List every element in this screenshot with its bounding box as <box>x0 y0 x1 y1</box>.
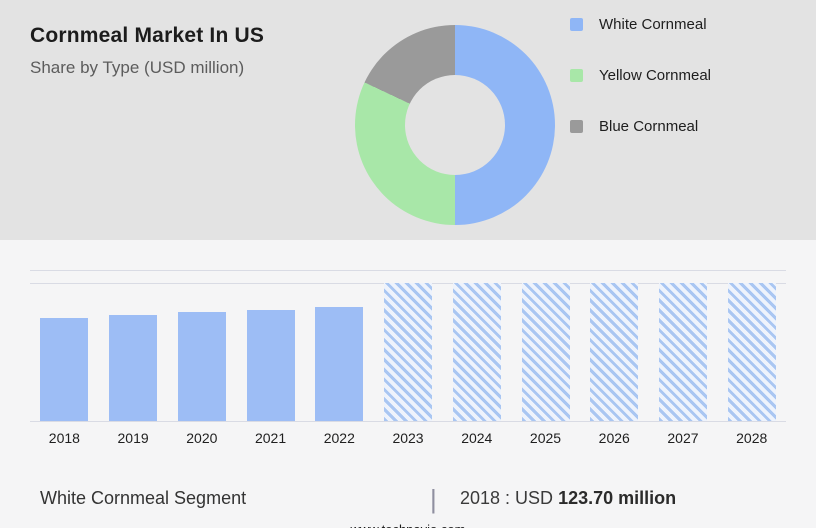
donut-section: Cornmeal Market In US Share by Type (USD… <box>0 0 816 240</box>
bar-cell <box>167 283 236 421</box>
bar <box>315 306 364 421</box>
legend-label: Blue Cornmeal <box>599 118 699 135</box>
x-axis-label: 2024 <box>461 430 493 446</box>
donut-chart-wrap <box>355 25 555 225</box>
bar-cell <box>442 283 511 421</box>
x-axis-label: 2020 <box>186 430 218 446</box>
page-subtitle: Share by Type (USD million) <box>30 58 245 77</box>
bar-forecast <box>658 283 707 421</box>
bar-forecast <box>590 283 639 421</box>
website-text: www.technavio.com <box>0 522 816 528</box>
bar-cell <box>305 283 374 421</box>
bar-cell <box>511 283 580 421</box>
x-axis-label: 2027 <box>667 430 699 446</box>
gridline <box>30 270 786 271</box>
footer-value: 2018 : USD 123.70 million <box>460 488 676 509</box>
x-axis-label: 2022 <box>323 430 355 446</box>
x-axis-label: 2025 <box>529 430 562 446</box>
legend-swatch-blue-cornmeal <box>570 120 583 133</box>
legend-label: Yellow Cornmeal <box>599 67 712 84</box>
bar-cell <box>99 283 168 421</box>
legend-label: White Cornmeal <box>599 16 707 33</box>
bar-cell <box>717 283 786 421</box>
bar <box>109 314 158 421</box>
bar-forecast <box>521 283 570 421</box>
header: Cornmeal Market In US Share by Type (USD… <box>30 24 264 78</box>
x-axis-label: 2023 <box>392 430 424 446</box>
x-axis-label: 2018 <box>48 430 80 446</box>
bar-chart-plot <box>30 283 786 422</box>
footer-value-bold: 123.70 million <box>558 488 677 508</box>
bar-forecast <box>452 283 501 421</box>
page-title: Cornmeal Market In US <box>30 24 265 47</box>
footer-value-prefix: 2018 : USD <box>460 488 554 508</box>
bar <box>246 309 295 421</box>
bar <box>177 311 226 421</box>
legend-item: Yellow Cornmeal <box>570 67 711 84</box>
footer-segment-label: White Cornmeal Segment <box>40 488 247 508</box>
bar <box>40 317 89 421</box>
legend-swatch-white-cornmeal <box>570 18 583 31</box>
x-axis-label: 2019 <box>117 430 149 446</box>
bar-cell <box>374 283 443 421</box>
x-axis-label: 2021 <box>254 430 287 446</box>
x-axis-labels: 2018 2019 2020 2021 2022 2023 2024 2025 2026 2027… <box>30 430 786 446</box>
legend-item: Blue Cornmeal <box>570 118 711 135</box>
legend-item: White Cornmeal <box>570 16 711 33</box>
x-axis-label: 2028 <box>736 430 768 446</box>
bar-chart-section: 2018 2019 2020 2021 2022 2023 2024 2025 2026 2027… <box>0 240 816 528</box>
bar-cell <box>30 283 99 421</box>
donut-hole <box>405 75 505 175</box>
bar-forecast <box>384 283 433 421</box>
bar-cell <box>649 283 718 421</box>
legend: White Cornmeal Yellow Cornmeal Blue Corn… <box>570 16 711 135</box>
bar-cell <box>580 283 649 421</box>
footer: White Cornmeal Segment | 2018 : USD 123.… <box>0 484 816 518</box>
footer-separator: | <box>430 484 437 514</box>
bar-forecast <box>727 283 776 421</box>
x-axis-label: 2026 <box>598 430 630 446</box>
legend-swatch-yellow-cornmeal <box>570 69 583 82</box>
bar-cell <box>236 283 305 421</box>
